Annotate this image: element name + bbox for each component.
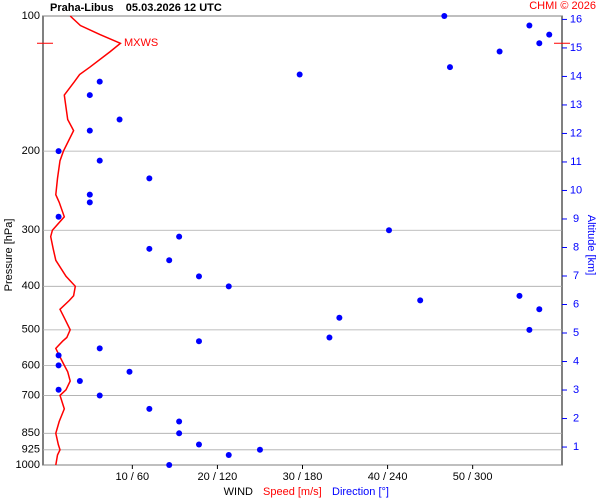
direction-point bbox=[126, 368, 133, 375]
y2-tick-label: 4 bbox=[573, 355, 579, 367]
direction-point bbox=[86, 199, 93, 206]
direction-point bbox=[225, 451, 232, 458]
y-tick-label: 700 bbox=[22, 389, 40, 401]
chart-title: Praha-Libus 05.03.2026 12 UTC bbox=[50, 2, 222, 14]
x-tick-label: 30 / 180 bbox=[283, 471, 323, 483]
direction-point bbox=[526, 22, 533, 29]
direction-point bbox=[176, 418, 183, 425]
direction-point bbox=[536, 40, 543, 47]
y-axis-label: Pressure [hPa] bbox=[3, 219, 15, 292]
y-tick-label: 500 bbox=[22, 324, 40, 336]
y-tick-label: 400 bbox=[22, 280, 40, 292]
y2-tick-label: 8 bbox=[573, 241, 579, 253]
legend-speed: Speed [m/s] bbox=[263, 486, 322, 498]
direction-point bbox=[55, 352, 62, 359]
direction-point bbox=[526, 326, 533, 333]
y2-tick-label: 5 bbox=[573, 327, 579, 339]
y2-tick-label: 15 bbox=[570, 42, 582, 54]
y-tick-label: 600 bbox=[22, 359, 40, 371]
y2-tick-label: 10 bbox=[570, 184, 582, 196]
direction-point bbox=[546, 31, 553, 38]
direction-point bbox=[55, 386, 62, 393]
y2-tick-label: 2 bbox=[573, 412, 579, 424]
direction-point bbox=[256, 446, 263, 453]
y2-tick-label: 6 bbox=[573, 298, 579, 310]
direction-point bbox=[96, 157, 103, 164]
direction-point bbox=[96, 392, 103, 399]
y-tick-label: 100 bbox=[22, 10, 40, 22]
direction-point bbox=[55, 148, 62, 155]
direction-point bbox=[76, 377, 83, 384]
direction-point bbox=[176, 233, 183, 240]
y2-tick-label: 3 bbox=[573, 384, 579, 396]
direction-point bbox=[55, 362, 62, 369]
direction-point bbox=[326, 334, 333, 341]
y-tick-label: 200 bbox=[22, 145, 40, 157]
direction-point bbox=[417, 297, 424, 304]
direction-point bbox=[146, 175, 153, 182]
direction-point bbox=[441, 13, 448, 19]
direction-point bbox=[86, 127, 93, 134]
y-tick-label: 1000 bbox=[16, 459, 40, 471]
direction-point bbox=[516, 292, 523, 299]
direction-point bbox=[166, 462, 173, 468]
direction-point bbox=[336, 314, 343, 321]
y2-tick-label: 14 bbox=[570, 70, 582, 82]
y2-axis-label: Altitude [km] bbox=[585, 215, 597, 276]
direction-point bbox=[195, 273, 202, 280]
x-axis-label: WIND bbox=[224, 486, 253, 498]
y2-tick-label: 7 bbox=[573, 270, 579, 282]
direction-point bbox=[86, 92, 93, 99]
x-tick-label: 40 / 240 bbox=[368, 471, 408, 483]
credit: CHMI © 2026 bbox=[529, 0, 596, 12]
direction-point bbox=[296, 71, 303, 78]
y2-tick-label: 9 bbox=[573, 213, 579, 225]
y2-tick-label: 1 bbox=[573, 441, 579, 453]
direction-point bbox=[225, 283, 232, 290]
speed-line bbox=[49, 15, 122, 466]
direction-point bbox=[536, 306, 543, 313]
direction-point bbox=[166, 257, 173, 264]
direction-point bbox=[86, 191, 93, 198]
legend-direction: Direction [°] bbox=[332, 486, 389, 498]
y2-tick-label: 11 bbox=[570, 156, 581, 168]
x-tick-label: 50 / 300 bbox=[453, 471, 493, 483]
y2-tick-label: 13 bbox=[570, 99, 582, 111]
direction-point bbox=[146, 245, 153, 252]
x-tick-label: 10 / 60 bbox=[116, 471, 150, 483]
direction-point bbox=[55, 213, 62, 220]
y-tick-label: 300 bbox=[22, 224, 40, 236]
direction-point bbox=[146, 405, 153, 412]
direction-point bbox=[386, 227, 392, 234]
direction-point bbox=[446, 64, 453, 71]
y-tick-label: 925 bbox=[22, 444, 40, 456]
plot-frame bbox=[42, 15, 563, 466]
direction-point bbox=[176, 430, 183, 437]
annotation-label: MXWS bbox=[124, 37, 158, 49]
direction-point bbox=[195, 441, 202, 448]
y-tick-label: 850 bbox=[22, 427, 40, 439]
y2-tick-label: 16 bbox=[570, 13, 582, 25]
direction-point bbox=[116, 116, 123, 123]
direction-point bbox=[195, 338, 202, 345]
direction-point bbox=[96, 78, 103, 85]
x-tick-label: 20 / 120 bbox=[198, 471, 238, 483]
direction-point bbox=[496, 48, 503, 55]
direction-point bbox=[96, 345, 103, 352]
y2-tick-label: 12 bbox=[570, 127, 582, 139]
